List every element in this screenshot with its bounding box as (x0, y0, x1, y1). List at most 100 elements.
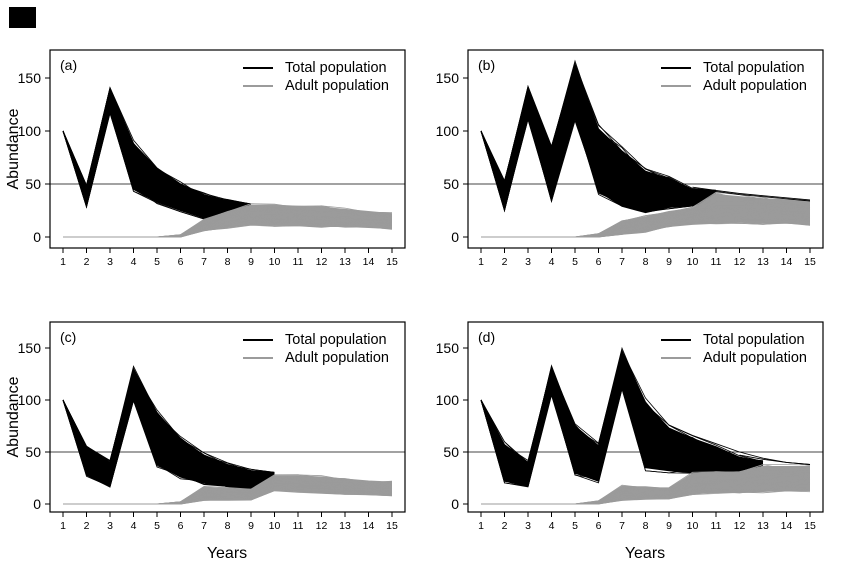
x-tick-label: 4 (131, 256, 137, 268)
x-axis-title-right: Years (624, 545, 666, 562)
x-tick-label: 15 (386, 256, 398, 268)
total-trajectory-line (62, 367, 275, 475)
x-tick-label: 1 (60, 520, 66, 532)
x-tick-label: 15 (386, 520, 398, 532)
adult-line-swatch (243, 85, 273, 87)
legend-item-adult: Adult population (661, 78, 807, 94)
x-tick-label: 9 (248, 520, 254, 532)
total-trajectory-line (62, 380, 275, 478)
total-envelope-edge (480, 116, 717, 214)
x-tick-label: 11 (711, 520, 722, 532)
x-tick-label: 6 (596, 256, 602, 268)
y-tick-label: 0 (451, 496, 459, 512)
total-trajectory-line (480, 361, 764, 472)
x-tick-label: 9 (666, 520, 672, 532)
y-tick-label: 0 (451, 229, 459, 245)
x-tick-label: 1 (478, 256, 484, 268)
x-tick-label: 13 (339, 520, 351, 532)
total-line-swatch (661, 339, 691, 341)
x-tick-label: 3 (525, 520, 531, 532)
x-tick-label: 1 (60, 256, 66, 268)
y-tick-label: 100 (436, 123, 460, 139)
x-tick-label: 5 (572, 256, 578, 268)
y-tick-label: 150 (436, 70, 460, 86)
legend-label-adult: Adult population (703, 350, 807, 366)
total-trajectory-line (62, 375, 275, 477)
x-tick-label: 12 (734, 520, 746, 532)
legend-item-adult: Adult population (661, 350, 807, 366)
x-tick-label: 4 (549, 256, 555, 268)
y-tick-label: 50 (25, 444, 41, 460)
x-tick-label: 13 (757, 520, 769, 532)
x-tick-label: 13 (757, 256, 769, 268)
legend-panel-c: Total population Adult population (243, 332, 389, 366)
total-trajectory-line (62, 390, 275, 488)
total-envelope-edge (62, 367, 275, 474)
x-tick-label: 3 (525, 256, 531, 268)
adult-line-swatch (661, 85, 691, 87)
x-tick-label: 10 (687, 256, 699, 268)
x-tick-label: 12 (316, 520, 328, 532)
x-tick-label: 2 (502, 520, 508, 532)
x-tick-label: 14 (363, 520, 375, 532)
legend-item-total: Total population (243, 332, 389, 348)
outlier-trajectory-line (715, 190, 811, 202)
y-tick-label: 150 (18, 340, 42, 356)
legend-item-total: Total population (661, 332, 807, 348)
adult-line-swatch (661, 357, 691, 359)
x-tick-label: 5 (572, 520, 578, 532)
x-tick-label: 10 (269, 256, 281, 268)
x-tick-label: 14 (781, 520, 793, 532)
x-tick-label: 11 (711, 256, 722, 268)
x-tick-label: 14 (781, 256, 793, 268)
x-tick-label: 8 (225, 256, 231, 268)
x-tick-label: 2 (502, 256, 508, 268)
legend-item-total: Total population (661, 60, 807, 76)
legend-label-total: Total population (285, 60, 387, 76)
y-tick-label: 100 (436, 392, 460, 408)
x-tick-label: 12 (316, 256, 328, 268)
x-tick-label: 1 (478, 520, 484, 532)
total-trajectory-line (480, 86, 717, 196)
outlier-trajectory-line (692, 186, 811, 201)
x-tick-label: 7 (619, 256, 625, 268)
x-tick-label: 13 (339, 256, 351, 268)
x-tick-label: 14 (363, 256, 375, 268)
legend-item-adult: Adult population (243, 78, 389, 94)
x-tick-label: 9 (666, 256, 672, 268)
legend-label-adult: Adult population (285, 78, 389, 94)
x-tick-label: 8 (225, 520, 231, 532)
legend-item-total: Total population (243, 60, 389, 76)
legend-label-total: Total population (703, 332, 805, 348)
x-tick-label: 10 (269, 520, 281, 532)
y-tick-label: 0 (33, 229, 41, 245)
total-trajectory-line (62, 103, 252, 214)
x-tick-label: 4 (549, 520, 555, 532)
panel-label-a: (a) (60, 57, 78, 73)
y-tick-label: 100 (18, 392, 42, 408)
total-trajectory-line (480, 371, 764, 479)
y-axis-title-top: Abundance (5, 108, 22, 190)
x-tick-label: 5 (154, 520, 160, 532)
x-tick-label: 8 (643, 520, 649, 532)
panel-label-d: (d) (478, 329, 496, 345)
x-tick-label: 15 (804, 256, 816, 268)
panel-label-c: (c) (60, 329, 77, 345)
y-tick-label: 50 (25, 176, 41, 192)
total-trajectory-line (480, 72, 717, 194)
total-trajectory-line (62, 370, 275, 473)
screenshot-artifact-mark (9, 7, 36, 28)
legend-label-total: Total population (285, 332, 387, 348)
x-tick-label: 8 (643, 256, 649, 268)
outlier-trajectory-line (739, 454, 811, 465)
x-axis-title-left: Years (206, 545, 248, 562)
total-envelope-edge (480, 63, 717, 191)
x-tick-label: 3 (107, 520, 113, 532)
x-tick-label: 12 (734, 256, 746, 268)
total-line-swatch (243, 67, 273, 69)
y-axis-title-bottom: Abundance (5, 376, 22, 458)
legend-item-adult: Adult population (243, 350, 389, 366)
y-tick-label: 100 (18, 123, 42, 139)
x-tick-label: 4 (131, 520, 137, 532)
